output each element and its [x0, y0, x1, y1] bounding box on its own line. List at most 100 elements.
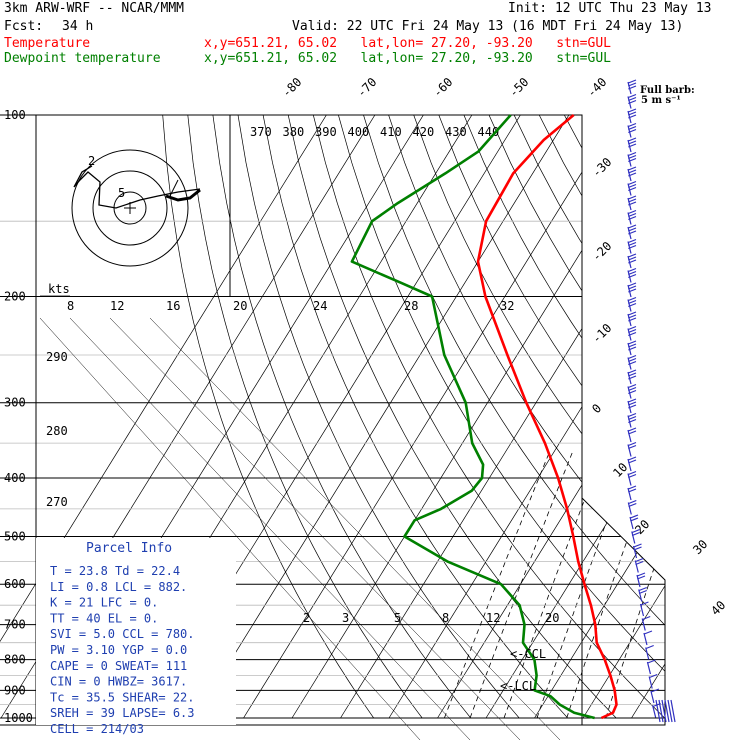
- wind-barb-flag: [628, 444, 637, 450]
- wind-barb-flag: [628, 215, 637, 221]
- parcel-info-row: CAPE = 0 SWEAT= 111: [50, 659, 187, 673]
- wind-barb-flag: [628, 441, 637, 447]
- wind-barb: [627, 458, 632, 472]
- wind-barb-flag: [642, 615, 651, 621]
- wind-barb-flag: [628, 346, 637, 351]
- isotherm-label: -80: [279, 75, 304, 100]
- hodo-grid-line: [109, 317, 521, 740]
- dewpoint-legend: Dewpoint temperature: [4, 51, 161, 66]
- wind-barb-flag: [628, 270, 637, 276]
- wind-barb-flag: [628, 93, 637, 99]
- wind-barb-flag: [628, 427, 637, 432]
- wind-barb: [652, 705, 657, 718]
- wind-barb-flag: [628, 259, 637, 264]
- isotherm-line: [631, 115, 665, 719]
- mixing-ratio-label: 2: [303, 611, 310, 625]
- hodo-ring: [71, 149, 189, 267]
- theta-label: 390: [315, 125, 337, 139]
- isotherm-line: [291, 115, 665, 719]
- isotherm-line: [582, 115, 665, 719]
- pressure-label: 200: [4, 290, 26, 304]
- wind-barb: [632, 545, 638, 559]
- wind-barb-flag: [628, 79, 637, 84]
- dry-adiabat: [262, 115, 568, 719]
- wind-barb-flag: [640, 601, 649, 606]
- wind-barb-flag: [635, 560, 644, 566]
- mixing-ratio-line: [469, 450, 574, 719]
- wind-barb-flag: [628, 317, 637, 322]
- hodo-trace-bold: [165, 188, 201, 202]
- wind-barb-flag: [628, 343, 637, 348]
- wind-barb-flag: [638, 589, 647, 595]
- wind-barb-flag: [628, 151, 637, 157]
- isotherm-label: -60: [430, 75, 455, 100]
- isotherm-label: -20: [589, 239, 614, 264]
- wind-barb-flag: [628, 96, 637, 102]
- wind-barb-flag: [628, 331, 637, 337]
- wind-barb-flag: [628, 415, 637, 421]
- dry-adiabat: [287, 115, 617, 719]
- wind-barb-flag: [628, 267, 637, 273]
- wind-barb-flag: [628, 430, 637, 435]
- forecast-label: Fcst:: [4, 19, 44, 34]
- hodo-height-label: 2: [88, 154, 95, 168]
- theta-label: 280: [46, 424, 68, 438]
- hodo-speed-tick: 8: [67, 299, 74, 313]
- wind-barb: [638, 589, 643, 602]
- wind-barb-flag: [628, 125, 637, 131]
- wind-barb-flag: [628, 357, 637, 363]
- wind-barb-flag: [628, 224, 637, 229]
- wind-barb-flag: [647, 659, 656, 664]
- dry-adiabat: [513, 115, 665, 719]
- hodo-speed-tick: 20: [233, 299, 247, 313]
- isotherm-line: [437, 115, 665, 719]
- theta-label: 420: [413, 125, 435, 139]
- wind-barb-flag: [628, 183, 637, 189]
- wind-barb-flag: [628, 401, 637, 406]
- wind-barb-flag: [628, 244, 637, 250]
- wind-barb-flag: [628, 302, 637, 308]
- wind-barb: [629, 516, 634, 530]
- wind-barb-flag: [628, 169, 637, 174]
- wind-barb: [627, 429, 632, 443]
- lcl-marker: <-LCL: [500, 679, 536, 693]
- barb-note-line2: 5 m s⁻¹: [641, 95, 681, 106]
- wind-barb: [670, 699, 676, 723]
- wind-barb-flag: [628, 340, 637, 345]
- pressure-label: 800: [4, 653, 26, 667]
- theta-label: 290: [46, 350, 68, 364]
- wind-barb-flag: [628, 412, 637, 418]
- wind-barb-flag: [628, 328, 637, 334]
- wind-barb-flag: [628, 311, 637, 316]
- theta-label: 370: [250, 125, 272, 139]
- wind-barb: [661, 699, 667, 723]
- wind-barb: [667, 699, 673, 723]
- hodo-speed-tick: 12: [110, 299, 124, 313]
- ccl-marker: <-CCL: [510, 647, 546, 661]
- parcel-info-row: CELL = 214/03: [50, 722, 144, 736]
- pressure-label: 100: [4, 108, 26, 122]
- wind-barb-flag: [628, 360, 637, 366]
- isotherm-line: [0, 115, 327, 719]
- temperature-legend: Temperature: [4, 36, 91, 51]
- wind-barb-flag: [628, 470, 637, 476]
- wind-barb: [631, 531, 636, 544]
- isotherm-label: -50: [506, 75, 531, 100]
- wind-barb: [645, 647, 650, 660]
- wind-barb-flag: [628, 488, 637, 493]
- valid-time: Valid: 22 UTC Fri 24 May 13 (16 MDT Fri …: [292, 19, 684, 34]
- mixing-ratio-line: [444, 450, 551, 719]
- wind-barb-flag: [649, 673, 658, 679]
- wind-barb: [643, 632, 648, 646]
- wind-barb-flag: [628, 172, 637, 177]
- wind-barb-flag: [628, 195, 637, 200]
- isotherm-line: [680, 115, 740, 718]
- wind-barb-flag: [628, 485, 637, 490]
- wind-barb: [636, 574, 641, 588]
- hodo-speed-tick: 32: [500, 299, 514, 313]
- wind-barb-flag: [628, 383, 637, 389]
- parcel-info-row: CIN = 0 HWBZ= 3617.: [50, 675, 187, 689]
- wind-barb: [627, 502, 632, 515]
- wind-barb-flag: [628, 354, 637, 360]
- mixing-ratio-label: 3: [342, 611, 349, 625]
